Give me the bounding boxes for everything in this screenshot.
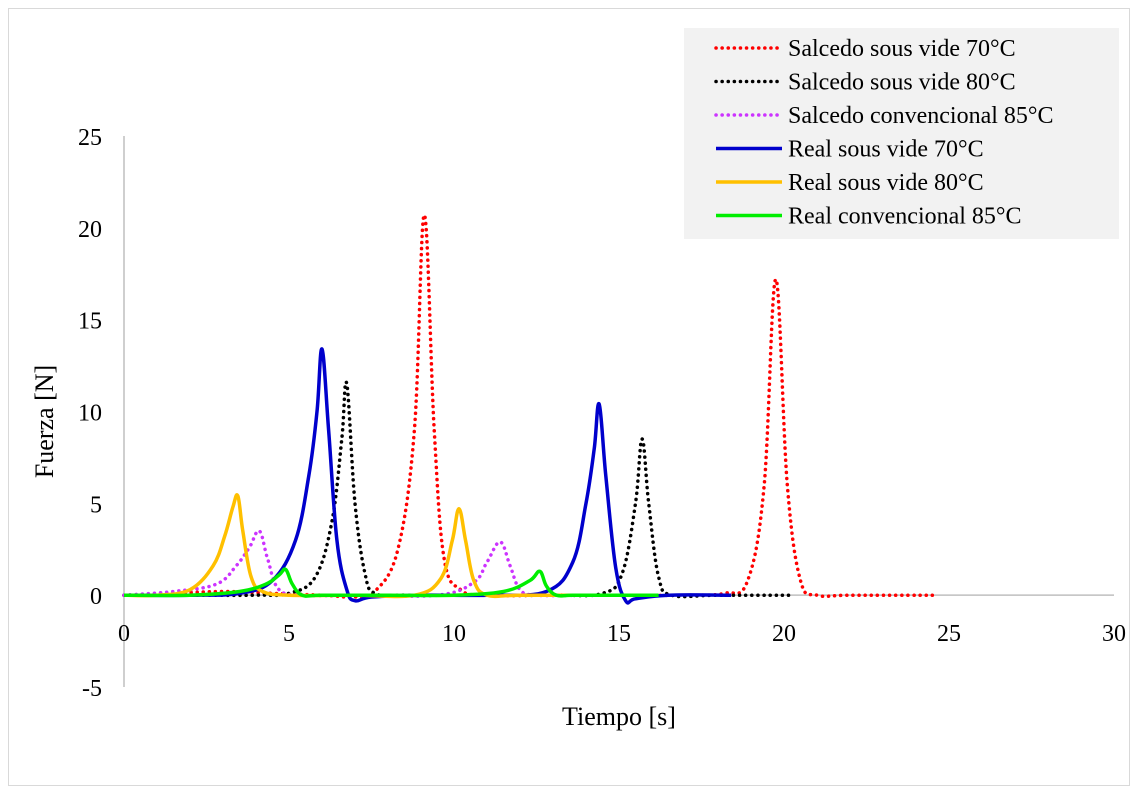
series-3 — [122, 529, 654, 598]
x-tick-label: 15 — [607, 621, 631, 647]
y-tick-label: 0 — [90, 584, 102, 610]
legend-label: Salcedo sous vide 80°C — [788, 70, 1016, 96]
legend-label: Salcedo convencional 85°C — [788, 103, 1054, 129]
y-tick-label: 10 — [78, 401, 102, 427]
x-tick-label: 5 — [283, 621, 295, 647]
legend-item: Salcedo sous vide 80°C — [714, 70, 1016, 96]
legend-item: Salcedo sous vide 70°C — [714, 36, 1016, 62]
x-tick-label: 10 — [442, 621, 466, 647]
legend-label: Real convencional 85°C — [788, 204, 1022, 230]
series-1 — [122, 213, 938, 599]
y-tick-label: 25 — [78, 125, 102, 151]
series-line — [122, 213, 938, 599]
x-tick-label: 25 — [937, 621, 961, 647]
y-axis-title: Fuerza [N] — [30, 365, 59, 478]
series-line — [123, 493, 586, 599]
series-2 — [122, 380, 796, 599]
tick-labels: -5 0 5 10 15 20 25 0 5 10 15 20 25 30 — [78, 125, 1126, 702]
y-tick-label: 15 — [78, 309, 102, 335]
legend-background — [684, 28, 1119, 239]
legend-item: Real sous vide 80°C — [716, 170, 984, 196]
y-tick-label: 5 — [90, 492, 102, 518]
legend-item: Real sous vide 70°C — [716, 137, 984, 163]
x-tick-label: 20 — [772, 621, 796, 647]
x-tick-label: 30 — [1102, 621, 1126, 647]
series-line — [122, 529, 654, 598]
legend: Salcedo sous vide 70°C Salcedo sous vide … — [684, 28, 1119, 239]
legend-label: Real sous vide 70°C — [788, 137, 984, 163]
series-layer — [122, 213, 938, 605]
y-tick-label: -5 — [82, 676, 102, 702]
legend-label: Salcedo sous vide 70°C — [788, 36, 1016, 62]
x-tick-label: 0 — [118, 621, 130, 647]
series-line — [122, 380, 796, 599]
chart-frame: -5 0 5 10 15 20 25 0 5 10 15 20 25 30 Tiempo [s] Fuer… — [8, 8, 1130, 786]
legend-label: Real sous vide 80°C — [788, 170, 984, 196]
series-5 — [123, 493, 586, 599]
x-axis-title: Tiempo [s] — [562, 702, 676, 731]
series-6 — [123, 567, 659, 598]
series-line — [123, 567, 659, 598]
legend-item: Salcedo convencional 85°C — [714, 103, 1054, 129]
y-tick-label: 20 — [78, 217, 102, 243]
line-chart: -5 0 5 10 15 20 25 0 5 10 15 20 25 30 Tiempo [s] Fuer… — [30, 28, 1126, 731]
legend-item: Real convencional 85°C — [716, 204, 1022, 230]
